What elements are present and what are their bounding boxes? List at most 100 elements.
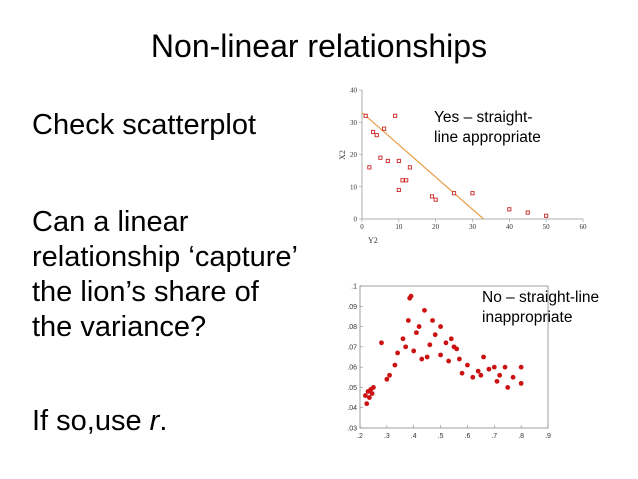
data-point: [452, 191, 457, 196]
data-point: [433, 197, 438, 202]
y-tick-label: .1: [351, 284, 357, 291]
bullet-use-r-text: If so,use: [32, 405, 150, 437]
data-point: [387, 372, 392, 378]
y-tick-label: .05: [347, 385, 357, 392]
x-tick-label: 50: [543, 223, 551, 231]
data-point: [448, 336, 454, 342]
data-point: [424, 354, 430, 360]
y-tick-label: 20: [350, 151, 358, 159]
data-point: [396, 158, 401, 164]
x-tick-label: .2: [357, 433, 363, 440]
y-tick-label: 40: [350, 87, 358, 95]
data-point: [384, 376, 390, 382]
slide-title: Non-linear relationships: [150, 28, 488, 64]
note-linear-appropriate: Yes – straight- line appropriate: [434, 108, 541, 148]
x-tick-label: .6: [465, 433, 471, 440]
y-tick-label: 0: [354, 216, 358, 224]
y-tick-label: .09: [347, 304, 357, 311]
data-point: [525, 210, 530, 215]
data-point: [363, 113, 368, 118]
data-point: [470, 374, 476, 380]
y-tick-label: 10: [350, 183, 358, 191]
data-point: [364, 401, 370, 407]
data-point: [465, 362, 470, 368]
x-tick-label: 30: [469, 223, 477, 231]
data-point: [470, 191, 475, 196]
note-linear-inappropriate: No – straight-line inappropriate: [482, 288, 599, 328]
data-point: [367, 165, 372, 170]
bullet-use-r: If so,use r.: [32, 404, 292, 439]
x-tick-label: .8: [518, 433, 524, 440]
x-tick-label: 10: [395, 223, 403, 231]
data-point: [362, 393, 368, 398]
data-point: [427, 342, 433, 348]
data-point: [491, 364, 497, 370]
data-point: [419, 356, 425, 362]
data-point: [475, 368, 481, 374]
data-point: [454, 346, 460, 352]
data-point: [392, 362, 398, 368]
data-point: [400, 336, 406, 342]
data-point: [369, 391, 375, 396]
data-point: [371, 385, 376, 390]
data-point: [411, 348, 417, 354]
data-point: [438, 352, 443, 358]
y-tick-label: .08: [347, 324, 357, 331]
data-point: [432, 332, 438, 338]
data-point: [505, 385, 511, 390]
data-point: [371, 129, 376, 134]
data-point: [478, 372, 484, 378]
x-tick-label: 0: [360, 223, 364, 231]
bullet-linear-question: Can a linear relationship ‘capture’ the …: [32, 206, 297, 343]
data-point: [459, 370, 465, 376]
data-point: [486, 366, 492, 372]
data-point: [382, 126, 387, 131]
data-point: [497, 372, 503, 378]
data-point: [429, 194, 435, 199]
data-point: [374, 133, 379, 138]
bullet-use-r-period: .: [159, 405, 168, 437]
data-point: [518, 364, 524, 370]
x-tick-label: 60: [580, 223, 588, 231]
plot-frame: [359, 285, 549, 429]
data-point: [507, 207, 512, 212]
y-tick-label: .04: [347, 405, 357, 412]
x-tick-label: .7: [491, 433, 497, 440]
data-point: [502, 364, 508, 370]
scatter-nonlinear-chart: .03 .04 .05 .06 .07 .08 .09 .1 .2 .3 .4 .5 .6 .7 .8 .9: [347, 284, 551, 441]
data-point: [438, 324, 443, 329]
x-axis-label: Y2: [368, 236, 378, 245]
data-point: [414, 330, 419, 336]
scatter-linear-chart: 0 10 20 30 40 0 10 20 30 40 50 60 Y2 X2: [338, 87, 587, 246]
y-tick-label: 30: [350, 119, 358, 127]
data-point: [544, 213, 549, 218]
data-point: [393, 113, 398, 118]
data-point: [407, 165, 412, 170]
y-axis-label: X2: [338, 150, 347, 160]
data-point: [430, 318, 435, 323]
y-tick-label: .06: [347, 365, 357, 372]
note-nonlinear-line2: inappropriate: [482, 309, 573, 326]
data-point: [422, 307, 427, 313]
data-point: [446, 358, 452, 364]
x-tick-label: .9: [545, 433, 551, 440]
note-linear-line1: Yes – straight-: [434, 109, 533, 126]
data-point: [400, 178, 405, 183]
data-point: [443, 340, 449, 346]
note-linear-line2: line appropriate: [434, 129, 541, 146]
regression-line: [361, 112, 484, 220]
bullet-use-r-variable: r: [149, 405, 160, 437]
data-point: [510, 374, 516, 380]
data-point: [404, 178, 409, 183]
y-tick-label: .07: [347, 344, 357, 351]
data-point: [416, 324, 422, 329]
x-tick-label: 20: [432, 223, 440, 231]
data-point: [481, 354, 486, 360]
y-tick-label: .03: [347, 426, 357, 433]
x-tick-label: 40: [506, 223, 514, 231]
data-point: [518, 380, 524, 386]
data-point: [395, 350, 400, 356]
data-point: [379, 340, 384, 346]
data-point: [456, 356, 462, 362]
